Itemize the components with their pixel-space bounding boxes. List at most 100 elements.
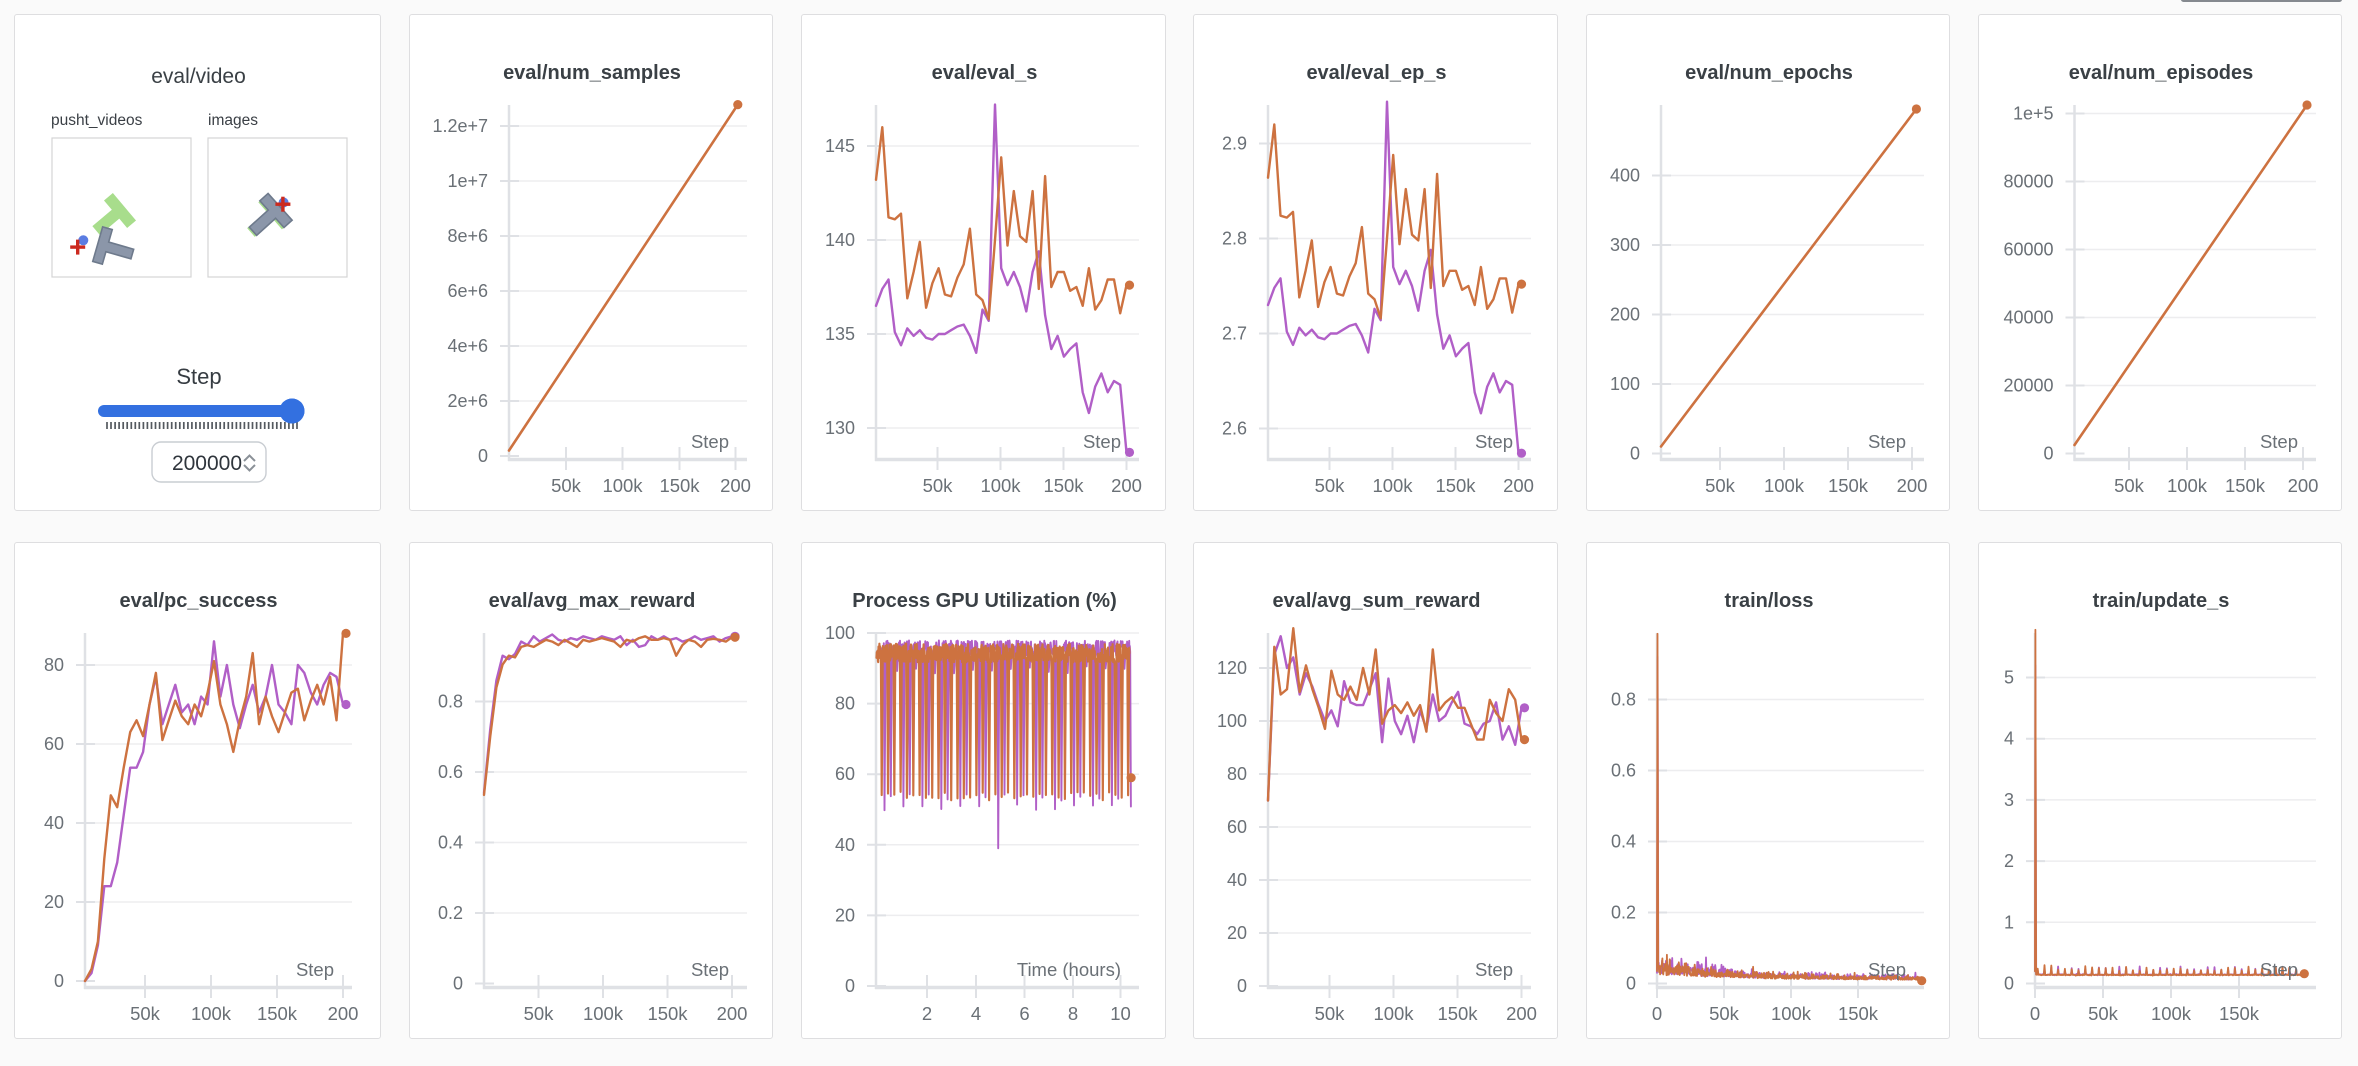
svg-text:3: 3 bbox=[2004, 790, 2014, 810]
svg-text:Step: Step bbox=[1868, 959, 1906, 980]
svg-text:eval/eval_s: eval/eval_s bbox=[932, 62, 1038, 84]
svg-text:0: 0 bbox=[2043, 444, 2053, 464]
svg-text:60000: 60000 bbox=[2003, 240, 2053, 260]
svg-text:train/update_s: train/update_s bbox=[2093, 590, 2230, 612]
svg-text:60: 60 bbox=[835, 764, 855, 784]
svg-text:50k: 50k bbox=[130, 1003, 161, 1024]
svg-text:images: images bbox=[208, 112, 258, 129]
svg-text:4: 4 bbox=[2004, 729, 2014, 749]
svg-text:Step: Step bbox=[691, 431, 729, 452]
svg-text:10: 10 bbox=[1110, 1003, 1131, 1024]
svg-text:200: 200 bbox=[1897, 475, 1928, 496]
svg-text:150k: 150k bbox=[1437, 1003, 1478, 1024]
svg-text:Step: Step bbox=[176, 364, 221, 389]
svg-text:0.2: 0.2 bbox=[1611, 903, 1636, 923]
svg-text:2: 2 bbox=[2004, 851, 2014, 871]
svg-text:50k: 50k bbox=[1705, 475, 1736, 496]
svg-text:0: 0 bbox=[1630, 444, 1640, 464]
svg-text:200: 200 bbox=[1610, 305, 1640, 325]
svg-text:100k: 100k bbox=[1373, 1003, 1414, 1024]
svg-text:100k: 100k bbox=[583, 1003, 624, 1024]
svg-text:Step: Step bbox=[1083, 431, 1121, 452]
svg-text:4: 4 bbox=[971, 1003, 981, 1024]
svg-text:6: 6 bbox=[1019, 1003, 1029, 1024]
svg-text:Step: Step bbox=[1868, 431, 1906, 452]
svg-text:100k: 100k bbox=[2167, 475, 2208, 496]
svg-text:Step: Step bbox=[296, 959, 334, 980]
svg-text:0: 0 bbox=[2004, 974, 2014, 994]
svg-text:0.4: 0.4 bbox=[438, 833, 463, 853]
svg-text:1: 1 bbox=[2004, 912, 2014, 932]
svg-text:4e+6: 4e+6 bbox=[447, 336, 488, 356]
svg-text:145: 145 bbox=[825, 136, 855, 156]
svg-text:80: 80 bbox=[1227, 764, 1247, 784]
svg-text:50k: 50k bbox=[2114, 475, 2145, 496]
svg-text:Step: Step bbox=[1475, 959, 1513, 980]
svg-text:Process GPU Utilization (%): Process GPU Utilization (%) bbox=[852, 590, 1117, 612]
svg-text:200: 200 bbox=[717, 1003, 748, 1024]
svg-text:0: 0 bbox=[2030, 1003, 2040, 1024]
svg-text:50k: 50k bbox=[923, 475, 954, 496]
svg-text:pusht_videos: pusht_videos bbox=[51, 112, 143, 129]
svg-text:40: 40 bbox=[835, 835, 855, 855]
svg-text:8e+6: 8e+6 bbox=[447, 226, 488, 246]
svg-text:150k: 150k bbox=[2225, 475, 2266, 496]
svg-text:8: 8 bbox=[1068, 1003, 1078, 1024]
svg-text:2.6: 2.6 bbox=[1222, 419, 1247, 439]
svg-text:100k: 100k bbox=[1372, 475, 1413, 496]
svg-text:100: 100 bbox=[1217, 711, 1247, 731]
svg-text:130: 130 bbox=[825, 418, 855, 438]
svg-text:100: 100 bbox=[1610, 374, 1640, 394]
svg-text:Time (hours): Time (hours) bbox=[1017, 959, 1121, 980]
svg-text:80000: 80000 bbox=[2003, 172, 2053, 192]
svg-text:Step: Step bbox=[691, 959, 729, 980]
svg-text:100k: 100k bbox=[1771, 1003, 1812, 1024]
svg-text:6e+6: 6e+6 bbox=[447, 281, 488, 301]
svg-text:200: 200 bbox=[1506, 1003, 1537, 1024]
svg-text:5: 5 bbox=[2004, 668, 2014, 688]
svg-text:50k: 50k bbox=[551, 475, 582, 496]
svg-text:40000: 40000 bbox=[2003, 308, 2053, 328]
svg-text:40: 40 bbox=[1227, 870, 1247, 890]
svg-text:150k: 150k bbox=[1435, 475, 1476, 496]
svg-text:0.4: 0.4 bbox=[1611, 832, 1636, 852]
svg-text:2.9: 2.9 bbox=[1222, 134, 1247, 154]
svg-text:0: 0 bbox=[845, 976, 855, 996]
svg-text:0.8: 0.8 bbox=[438, 692, 463, 712]
svg-text:eval/avg_sum_reward: eval/avg_sum_reward bbox=[1273, 590, 1481, 612]
svg-text:200: 200 bbox=[1111, 475, 1142, 496]
svg-text:50k: 50k bbox=[1315, 1003, 1346, 1024]
svg-text:150k: 150k bbox=[1828, 475, 1869, 496]
svg-text:150k: 150k bbox=[1043, 475, 1084, 496]
svg-text:20: 20 bbox=[44, 892, 64, 912]
svg-text:50k: 50k bbox=[1315, 475, 1346, 496]
svg-text:200: 200 bbox=[2288, 475, 2319, 496]
svg-text:0: 0 bbox=[1652, 1003, 1662, 1024]
svg-text:50k: 50k bbox=[2088, 1003, 2119, 1024]
svg-text:2e+6: 2e+6 bbox=[447, 391, 488, 411]
svg-text:Step: Step bbox=[1475, 431, 1513, 452]
svg-text:0.2: 0.2 bbox=[438, 903, 463, 923]
svg-text:1e+5: 1e+5 bbox=[2013, 104, 2054, 124]
svg-text:150k: 150k bbox=[659, 475, 700, 496]
svg-text:200: 200 bbox=[720, 475, 751, 496]
svg-text:eval/avg_max_reward: eval/avg_max_reward bbox=[489, 590, 696, 612]
svg-text:2.8: 2.8 bbox=[1222, 229, 1247, 249]
svg-text:0.6: 0.6 bbox=[1611, 761, 1636, 781]
svg-text:100k: 100k bbox=[1764, 475, 1805, 496]
svg-text:400: 400 bbox=[1610, 166, 1640, 186]
svg-text:150k: 150k bbox=[257, 1003, 298, 1024]
svg-text:200000: 200000 bbox=[172, 452, 242, 475]
svg-text:0: 0 bbox=[478, 446, 488, 466]
svg-text:eval/num_samples: eval/num_samples bbox=[503, 62, 681, 84]
svg-text:2.7: 2.7 bbox=[1222, 324, 1247, 344]
svg-text:150k: 150k bbox=[647, 1003, 688, 1024]
svg-text:20: 20 bbox=[1227, 923, 1247, 943]
svg-text:100k: 100k bbox=[980, 475, 1021, 496]
svg-text:80: 80 bbox=[44, 655, 64, 675]
svg-text:0.6: 0.6 bbox=[438, 762, 463, 782]
svg-text:150k: 150k bbox=[1838, 1003, 1879, 1024]
svg-text:eval/eval_ep_s: eval/eval_ep_s bbox=[1306, 62, 1446, 84]
svg-text:100k: 100k bbox=[2151, 1003, 2192, 1024]
svg-text:1e+7: 1e+7 bbox=[447, 171, 488, 191]
